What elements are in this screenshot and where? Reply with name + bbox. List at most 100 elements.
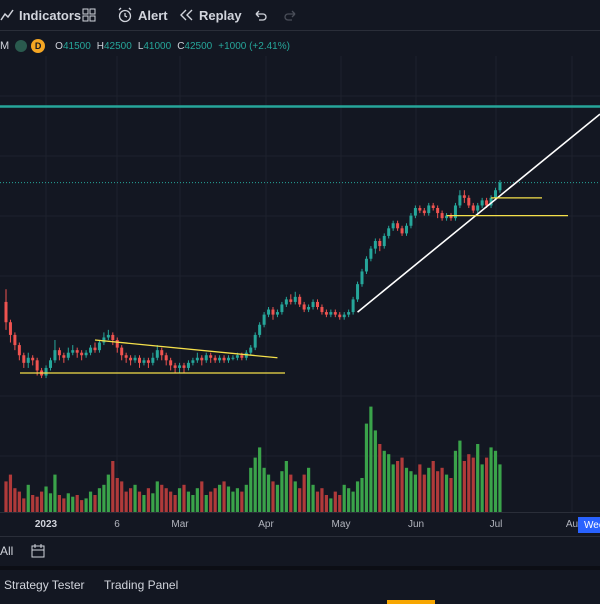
redo-button[interactable] xyxy=(284,0,303,30)
volume-bar xyxy=(84,498,88,512)
volume-bar xyxy=(40,491,44,512)
replay-label: Replay xyxy=(199,7,242,23)
volume-bar xyxy=(302,474,306,512)
candle-body xyxy=(253,334,257,348)
replay-button[interactable]: Replay xyxy=(178,0,242,30)
time-tick: Jun xyxy=(407,519,425,530)
volume-bar xyxy=(364,423,369,512)
volume-bar xyxy=(80,500,84,512)
volume-bar xyxy=(137,491,142,512)
volume-bar xyxy=(4,481,8,512)
panel-tab-highlight xyxy=(387,600,435,604)
volume-bar xyxy=(427,467,431,512)
rewind-icon xyxy=(180,9,193,21)
volume-bar xyxy=(391,464,395,512)
time-axis[interactable]: 2023 6 Mar Apr May Jun Jul Au Wee xyxy=(0,512,600,535)
volume-bar xyxy=(200,481,204,512)
candle-body xyxy=(62,355,66,358)
volume-bar xyxy=(191,495,195,512)
volume-bar xyxy=(231,491,235,512)
candle-body xyxy=(471,205,475,211)
volume-bar xyxy=(320,488,324,512)
volume-bar xyxy=(142,495,146,512)
candle-body xyxy=(111,334,115,340)
volume-bar xyxy=(404,467,409,512)
volume-bar xyxy=(13,488,17,512)
volume-bar xyxy=(396,461,400,512)
candle-body xyxy=(311,301,315,307)
volume-bar xyxy=(177,488,182,512)
price-chart[interactable] xyxy=(0,56,600,512)
volume-bar xyxy=(333,491,337,512)
volume-bar xyxy=(75,495,79,512)
tab-trading-panel[interactable]: Trading Panel xyxy=(104,578,179,592)
candle-body xyxy=(338,314,342,318)
candle-body xyxy=(387,228,391,236)
time-tick: 2023 xyxy=(34,519,58,530)
undo-button[interactable] xyxy=(253,0,272,30)
candle-body xyxy=(209,355,213,358)
calendar-icon[interactable] xyxy=(30,543,46,559)
time-tick: 6 xyxy=(114,519,120,530)
candle-body xyxy=(275,312,279,315)
candle-body xyxy=(222,357,226,361)
candle-body xyxy=(324,312,328,315)
top-toolbar: Indicators Alert Replay xyxy=(0,0,600,31)
redo-icon xyxy=(284,10,296,21)
volume-bar xyxy=(93,495,97,512)
candle-body xyxy=(97,342,101,351)
candle-body xyxy=(445,215,449,219)
volume-bar xyxy=(418,464,422,512)
candle-body xyxy=(356,284,360,300)
high-value: H42500 xyxy=(96,40,132,52)
candle-body xyxy=(262,314,266,325)
candle-body xyxy=(75,350,79,353)
candle-body xyxy=(169,360,173,366)
volume-bar xyxy=(8,474,13,512)
candle-body xyxy=(182,365,186,368)
candle-body xyxy=(195,357,199,361)
candle-body xyxy=(13,334,17,346)
volume-bar xyxy=(324,495,328,512)
volume-bar xyxy=(88,491,93,512)
range-all-button[interactable]: All xyxy=(0,544,14,558)
alert-label: Alert xyxy=(138,7,168,23)
volume-bar xyxy=(467,454,471,512)
alert-button[interactable]: Alert xyxy=(117,0,168,30)
candle-body xyxy=(71,350,75,353)
candle-body xyxy=(382,235,386,247)
candle-body xyxy=(284,299,288,305)
candle-body xyxy=(124,355,128,358)
volume-bar xyxy=(213,488,217,512)
range-bar: All xyxy=(0,536,600,565)
time-tick: Jul xyxy=(489,519,503,530)
close-value: C42500 xyxy=(177,40,213,52)
volume-bar xyxy=(440,467,444,512)
candle-body xyxy=(204,355,208,361)
candle-body xyxy=(191,360,195,363)
templates-button[interactable] xyxy=(82,0,101,30)
candle-body xyxy=(307,307,311,310)
tab-strategy-tester[interactable]: Strategy Tester xyxy=(4,578,85,592)
candle-body xyxy=(186,362,190,368)
candle-body xyxy=(400,228,404,234)
volume-bar xyxy=(151,493,155,512)
ohlc-legend: M D O41500 H42500 L41000 C42500 +1000 (+… xyxy=(0,36,296,56)
volume-bar xyxy=(298,488,302,512)
candle-body xyxy=(440,213,444,219)
candle-body xyxy=(258,324,262,335)
candle-body xyxy=(22,355,26,363)
volume-bar xyxy=(498,464,502,512)
volume-bar xyxy=(360,478,364,512)
volume-bar xyxy=(373,430,377,512)
candle-body xyxy=(57,350,61,356)
volume-bar xyxy=(342,484,346,512)
volume-bar xyxy=(31,495,35,512)
volume-bar xyxy=(462,461,466,512)
candle-body xyxy=(364,258,368,272)
indicators-button[interactable]: Indicators xyxy=(0,0,81,30)
candle-body xyxy=(66,352,70,358)
volume-bar xyxy=(307,467,311,512)
volume-bar xyxy=(293,481,297,512)
volume-bar xyxy=(209,491,213,512)
